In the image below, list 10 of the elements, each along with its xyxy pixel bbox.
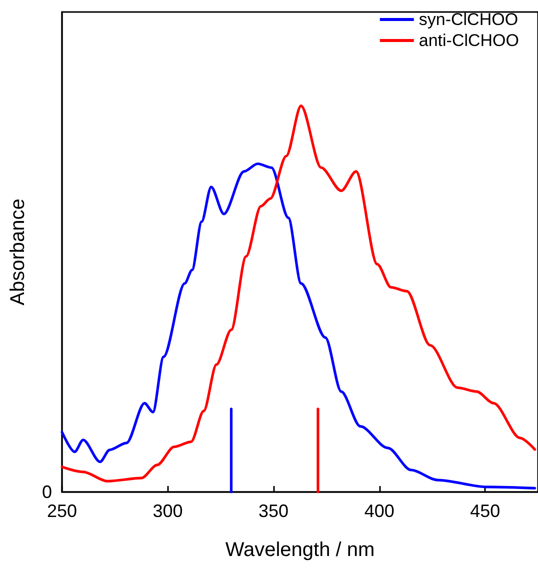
text: 0 bbox=[42, 482, 52, 502]
x-tick-label: 250 bbox=[46, 501, 78, 521]
x-tick-label: 450 bbox=[470, 501, 500, 521]
y-axis-title: Absorbance bbox=[7, 198, 29, 306]
x-tick-label: 350 bbox=[258, 501, 289, 521]
x-tick-label: 400 bbox=[364, 501, 394, 521]
legend-label: anti-ClCHOO bbox=[418, 31, 519, 50]
x-axis-title: Wavelength / nm bbox=[225, 539, 375, 561]
x-tick-label: 300 bbox=[152, 501, 183, 521]
legend-label: syn-ClCHOO bbox=[418, 10, 518, 29]
